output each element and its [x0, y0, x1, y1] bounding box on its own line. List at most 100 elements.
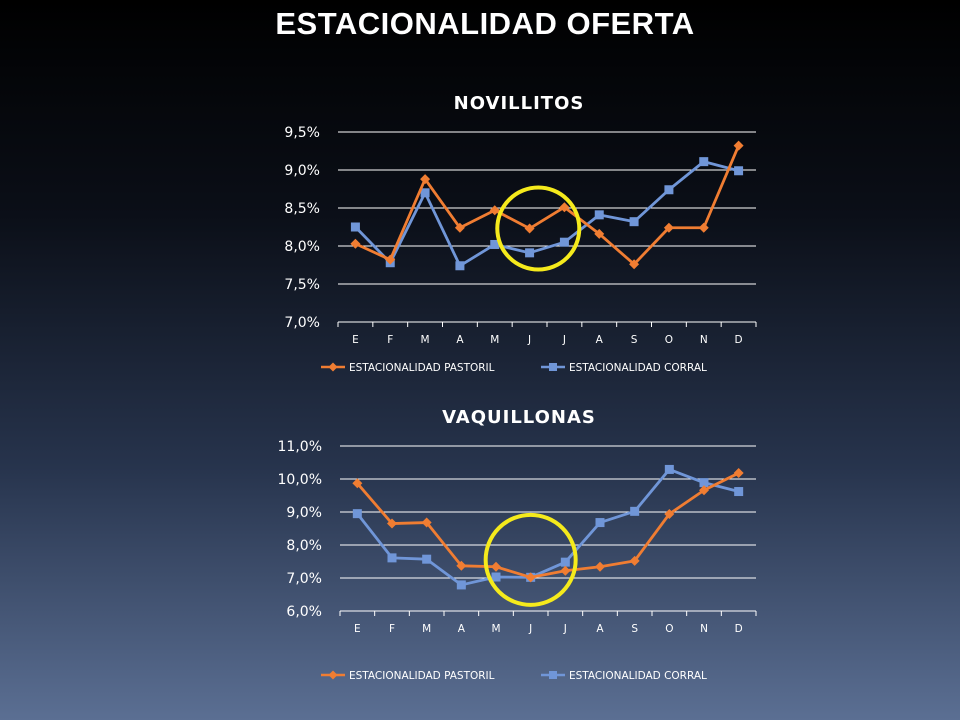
point-corral	[420, 188, 430, 198]
point-pastoril	[595, 561, 605, 572]
point-pastoril	[489, 205, 500, 216]
legend-label-corral: ESTACIONALIDAD CORRAL	[569, 670, 707, 682]
y-tick-label: 11,0%	[278, 439, 322, 455]
x-tick-label: A	[456, 334, 464, 346]
chart-novillitos: NOVILLITOS 7,0% 7,5% 8,0% 8,5% 9,0% 9,5% E F M A…	[284, 93, 757, 374]
x-tick-label: M	[422, 623, 431, 635]
x-tick-label: F	[387, 334, 393, 346]
x-tick-label: S	[631, 334, 638, 346]
point-pastoril	[663, 222, 674, 233]
point-pastoril	[350, 238, 361, 249]
point-pastoril	[594, 228, 605, 239]
x-tick-label: D	[735, 334, 743, 346]
y-tick-label: 9,0%	[284, 163, 320, 179]
point-corral	[734, 166, 744, 176]
legend-marker-corral	[549, 671, 557, 679]
x-tick-label: S	[631, 623, 638, 635]
point-corral	[422, 554, 432, 564]
point-corral	[594, 210, 604, 220]
point-corral	[664, 464, 674, 474]
point-corral	[629, 217, 639, 227]
x-tick-label: O	[665, 334, 673, 346]
highlight-circle	[483, 512, 578, 607]
point-pastoril	[629, 259, 640, 270]
point-corral	[630, 506, 640, 516]
point-pastoril	[733, 140, 744, 151]
legend-label-corral: ESTACIONALIDAD CORRAL	[569, 362, 707, 374]
point-corral	[699, 478, 709, 488]
series-line-pastoril	[356, 471, 740, 579]
grid-lines	[337, 131, 757, 327]
point-pastoril	[699, 485, 709, 496]
x-tick-label: N	[700, 334, 708, 346]
legend: ESTACIONALIDAD PASTORIL ESTACIONALIDAD C…	[321, 362, 707, 374]
y-tick-label: 6,0%	[286, 604, 322, 620]
y-tick-label: 7,0%	[286, 571, 322, 587]
y-tick-label: 8,0%	[284, 239, 320, 255]
x-tick-label: F	[389, 623, 395, 635]
point-corral	[734, 487, 744, 497]
point-corral	[664, 185, 674, 195]
y-tick-label: 10,0%	[278, 472, 322, 488]
y-tick-label: 9,0%	[286, 505, 322, 521]
point-pastoril	[387, 518, 397, 529]
legend-label-pastoril: ESTACIONALIDAD PASTORIL	[349, 362, 495, 374]
series-group	[352, 464, 744, 590]
point-pastoril	[733, 468, 744, 479]
y-tick-label: 7,5%	[284, 277, 320, 293]
series-line-corral	[354, 160, 739, 268]
x-tick-label: M	[491, 623, 500, 635]
highlight-group	[495, 185, 582, 272]
slide-title: ESTACIONALIDAD OFERTA	[275, 6, 695, 41]
x-tick-label: J	[527, 334, 531, 346]
point-corral	[559, 237, 569, 247]
point-pastoril	[352, 478, 363, 489]
x-tick-label: J	[528, 623, 532, 635]
point-corral	[525, 248, 535, 258]
x-tick-label: M	[421, 334, 430, 346]
x-tick-label: E	[352, 334, 359, 346]
y-tick-label: 9,5%	[284, 125, 320, 141]
point-pastoril	[559, 202, 570, 213]
point-corral	[456, 580, 466, 590]
point-pastoril	[456, 560, 467, 571]
x-tick-label: J	[563, 623, 567, 635]
highlight-group	[483, 512, 578, 607]
point-corral	[595, 518, 605, 528]
point-pastoril	[524, 223, 535, 234]
x-tick-label: M	[490, 334, 499, 346]
point-corral	[350, 222, 360, 232]
y-axis-labels: 6,0% 7,0% 8,0% 9,0% 10,0% 11,0%	[278, 439, 322, 620]
point-pastoril	[454, 222, 465, 233]
y-tick-label: 7,0%	[284, 315, 320, 331]
chart-title: VAQUILLONAS	[442, 407, 596, 428]
point-corral	[699, 157, 709, 167]
chart-vaquillonas: VAQUILLONAS 6,0% 7,0% 8,0% 9,0% 10,0% 11,0% E…	[278, 407, 757, 682]
x-tick-label: N	[700, 623, 708, 635]
point-corral	[387, 553, 397, 563]
chart-title: NOVILLITOS	[454, 93, 585, 114]
x-tick-label: A	[596, 334, 604, 346]
point-pastoril	[525, 572, 536, 583]
point-pastoril	[629, 555, 640, 566]
highlight-circle	[495, 185, 582, 272]
point-corral	[491, 572, 501, 582]
legend: ESTACIONALIDAD PASTORIL ESTACIONALIDAD C…	[321, 670, 707, 682]
point-corral	[352, 509, 362, 519]
y-axis-labels: 7,0% 7,5% 8,0% 8,5% 9,0% 9,5%	[284, 125, 320, 331]
point-pastoril	[664, 508, 675, 519]
legend-marker-corral	[549, 363, 557, 371]
legend-marker-pastoril	[328, 362, 338, 372]
point-pastoril	[385, 254, 396, 265]
x-tick-label: O	[665, 623, 673, 635]
x-tick-label: A	[458, 623, 466, 635]
point-corral	[490, 239, 500, 249]
series-line-pastoril	[354, 145, 740, 266]
x-tick-label: A	[596, 623, 604, 635]
point-pastoril	[698, 222, 709, 233]
y-tick-label: 8,0%	[286, 538, 322, 554]
point-pastoril	[560, 565, 571, 576]
series-group	[350, 140, 744, 271]
